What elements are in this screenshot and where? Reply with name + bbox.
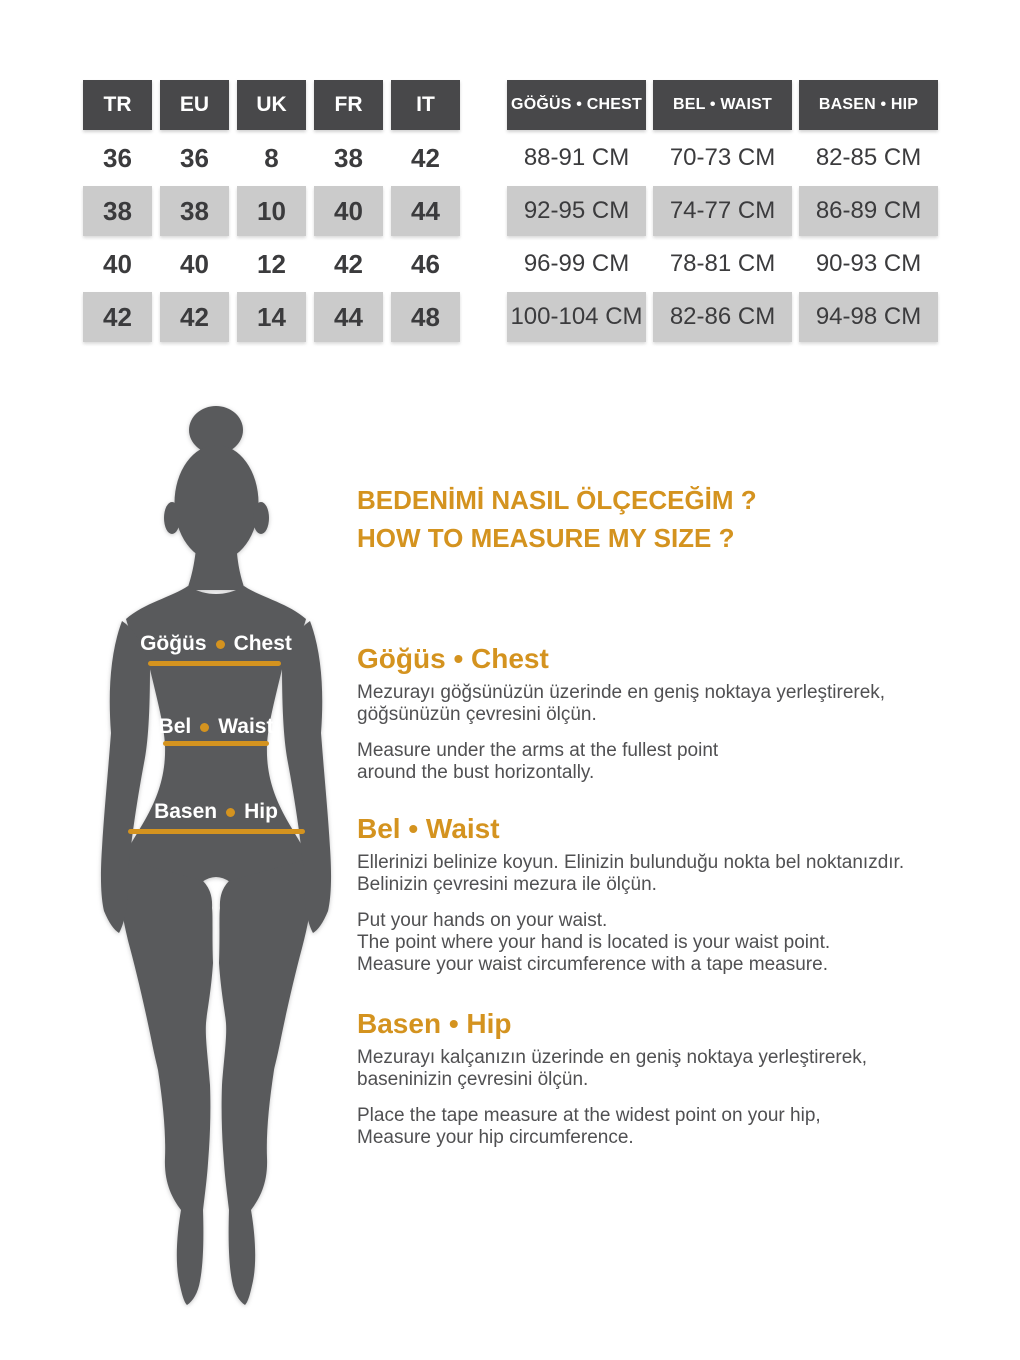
section-body-en: Place the tape measure at the widest poi… <box>357 1105 821 1148</box>
measurement-table-cell: 88-91 CM <box>523 144 630 171</box>
figure-waist-label-tr: Bel <box>158 715 192 738</box>
measurement-table-cell: 92-95 CM <box>507 186 646 236</box>
measurement-table-cell: 74-77 CM <box>653 186 792 236</box>
size-table-cell: 40 <box>314 186 383 236</box>
size-table-cell: 12 <box>257 248 286 279</box>
measurement-table-cell: 70-73 CM <box>669 144 776 171</box>
silhouette-hair-bun <box>189 406 243 454</box>
guide-title-en: HOW TO MEASURE MY SIZE ? <box>357 523 735 553</box>
measurement-table-cell: 82-86 CM <box>653 292 792 342</box>
female-silhouette-figure <box>100 406 332 1305</box>
size-table-cell: 38 <box>334 142 363 173</box>
figure-chest-label: Göğüs Chest <box>84 632 348 656</box>
guide-section-hip: Basen • Hip Mezurayı kalçanızın üzerinde… <box>357 1009 1007 1163</box>
section-heading: Bel • Waist <box>357 813 500 844</box>
chest-measurement-line <box>148 661 281 666</box>
measurement-table-header: GÖĞÜS • CHEST <box>507 80 646 130</box>
size-table-header: TR <box>83 80 152 130</box>
size-table-cell: 42 <box>411 142 440 173</box>
measurement-table-header: BEL • WAIST <box>653 80 792 130</box>
size-table-cell: 42 <box>160 292 229 342</box>
size-table-cell: 44 <box>314 292 383 342</box>
figure-waist-label-en: Waist <box>218 715 274 738</box>
size-table-cell: 36 <box>180 142 209 173</box>
size-table-cell: 40 <box>180 248 209 279</box>
figure-chest-label-tr: Göğüs <box>140 632 207 655</box>
size-table-cell: 42 <box>334 248 363 279</box>
section-body-en: Put your hands on your waist. The point … <box>357 910 831 975</box>
size-table-cell: 8 <box>264 142 279 173</box>
guide-section-waist: Bel • Waist Ellerinizi belinize koyun. E… <box>357 814 1007 990</box>
silhouette-head <box>174 445 259 561</box>
size-table-cell: 42 <box>83 292 152 342</box>
section-body-tr: Ellerinizi belinize koyun. Elinizin bulu… <box>357 852 905 895</box>
size-table-header: IT <box>391 80 460 130</box>
section-body-tr: Mezurayı kalçanızın üzerinde en geniş no… <box>357 1047 868 1090</box>
size-table-header: EU <box>160 80 229 130</box>
measurement-table-cell: 96-99 CM <box>523 250 630 277</box>
bullet-dot-icon <box>226 807 236 817</box>
bullet-dot-icon <box>200 722 210 732</box>
measurement-table-cell: 86-89 CM <box>799 186 938 236</box>
size-table-cell: 48 <box>391 292 460 342</box>
measurement-table-cell: 90-93 CM <box>815 250 922 277</box>
figure-waist-label: Bel Waist <box>84 715 348 739</box>
guide-title: BEDENİMİ NASIL ÖLÇECEĞİM ? HOW TO MEASUR… <box>357 481 997 557</box>
measurement-table-cell: 82-85 CM <box>815 144 922 171</box>
size-table-cell: 36 <box>103 142 132 173</box>
size-table-cell: 46 <box>411 248 440 279</box>
size-table-header: FR <box>314 80 383 130</box>
bullet-dot-icon <box>215 639 225 649</box>
size-table-cell: 38 <box>83 186 152 236</box>
measurement-table-cell: 94-98 CM <box>799 292 938 342</box>
section-heading: Basen • Hip <box>357 1008 512 1039</box>
size-table-cell: 14 <box>237 292 306 342</box>
waist-measurement-line <box>163 741 269 746</box>
international-size-table: TR EU UK FR IT 36 36 8 38 42 38 38 10 40… <box>83 80 460 342</box>
figure-hip-label-en: Hip <box>244 800 278 823</box>
measurement-table-cell: 78-81 CM <box>669 250 776 277</box>
size-table-cell: 40 <box>103 248 132 279</box>
section-body-en: Measure under the arms at the fullest po… <box>357 740 719 783</box>
size-table-header: UK <box>237 80 306 130</box>
measurement-table-header: BASEN • HIP <box>799 80 938 130</box>
size-table-cell: 44 <box>391 186 460 236</box>
figure-hip-label-tr: Basen <box>154 800 218 823</box>
measurement-table-cell: 100-104 CM <box>507 292 646 342</box>
size-table-cell: 38 <box>160 186 229 236</box>
figure-chest-label-en: Chest <box>233 632 292 655</box>
body-measurement-table: GÖĞÜS • CHEST BEL • WAIST BASEN • HIP 88… <box>507 80 938 342</box>
size-table-cell: 10 <box>237 186 306 236</box>
section-body-tr: Mezurayı göğsünüzün üzerinde en geniş no… <box>357 682 886 725</box>
guide-section-chest: Göğüs • Chest Mezurayı göğsünüzün üzerin… <box>357 644 1007 798</box>
section-heading: Göğüs • Chest <box>357 643 549 674</box>
hip-measurement-line <box>128 829 305 834</box>
guide-title-tr: BEDENİMİ NASIL ÖLÇECEĞİM ? <box>357 485 757 515</box>
figure-hip-label: Basen Hip <box>84 800 348 824</box>
